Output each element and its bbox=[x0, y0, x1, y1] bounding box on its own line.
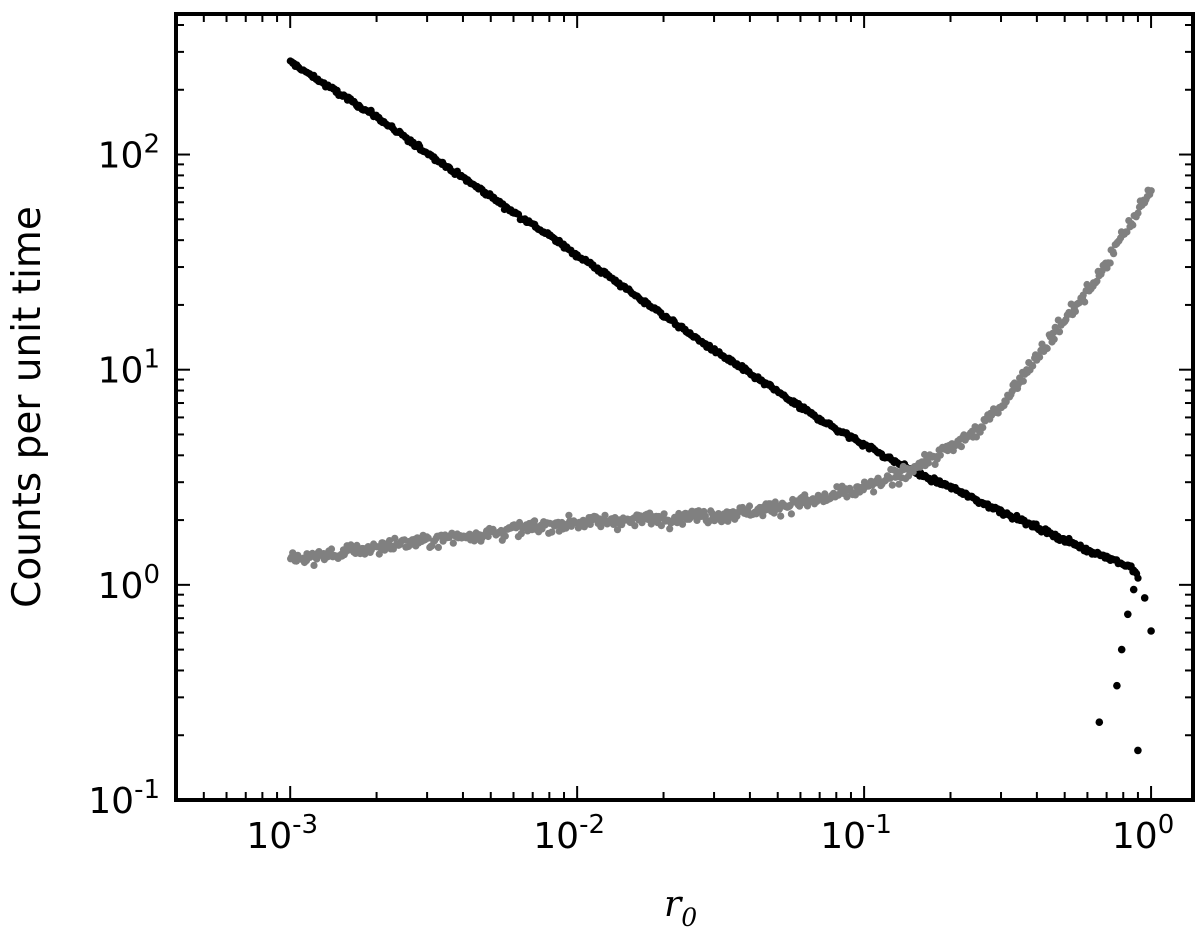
data-point bbox=[1123, 228, 1131, 236]
data-point bbox=[972, 433, 981, 441]
data-point bbox=[787, 510, 796, 518]
data-point bbox=[353, 541, 361, 550]
y-tick-label: 102 bbox=[98, 130, 160, 177]
data-point bbox=[1019, 377, 1027, 385]
data-point bbox=[1110, 250, 1118, 258]
data-point bbox=[1134, 209, 1142, 217]
data-point bbox=[1029, 362, 1037, 370]
data-point bbox=[1134, 574, 1142, 582]
data-point bbox=[391, 534, 399, 542]
data-point bbox=[601, 511, 609, 519]
data-point bbox=[1050, 335, 1058, 343]
data-point bbox=[565, 511, 573, 519]
data-point bbox=[424, 534, 432, 542]
data-point bbox=[449, 539, 457, 547]
data-point bbox=[1129, 221, 1137, 229]
plot-frame bbox=[174, 12, 1195, 802]
data-point bbox=[515, 518, 524, 527]
data-point bbox=[501, 532, 509, 540]
data-point bbox=[1081, 298, 1089, 306]
data-point bbox=[775, 505, 784, 513]
data-point bbox=[1140, 594, 1149, 602]
data-point bbox=[759, 512, 767, 520]
data-point bbox=[924, 459, 933, 467]
x-tick-label: 10-1 bbox=[820, 810, 892, 857]
data-point bbox=[310, 561, 318, 570]
data-point bbox=[888, 481, 896, 489]
data-point bbox=[936, 451, 944, 459]
y-tick-label: 10-1 bbox=[88, 775, 160, 822]
data-point bbox=[375, 550, 383, 558]
data-point bbox=[1043, 344, 1051, 353]
y-axis-label: Counts per unit time bbox=[5, 206, 50, 608]
data-point bbox=[1113, 681, 1121, 690]
data-point bbox=[895, 480, 903, 488]
data-point bbox=[548, 528, 556, 536]
data-point bbox=[531, 517, 539, 525]
data-point bbox=[957, 443, 966, 451]
data-point bbox=[843, 493, 851, 501]
series-0 bbox=[286, 57, 1155, 755]
data-point bbox=[1124, 610, 1132, 619]
data-point bbox=[660, 510, 668, 518]
data-point bbox=[1147, 627, 1155, 635]
data-point bbox=[1071, 307, 1079, 315]
data-point bbox=[979, 424, 987, 432]
data-point bbox=[1117, 645, 1126, 654]
y-tick-label: 100 bbox=[98, 560, 160, 607]
series-1 bbox=[287, 186, 1155, 570]
data-point bbox=[1095, 718, 1104, 726]
data-point bbox=[1055, 328, 1064, 336]
data-point bbox=[1134, 746, 1142, 755]
data-point bbox=[327, 545, 336, 553]
x-tick-label: 10-2 bbox=[533, 810, 605, 857]
x-axis-label: r0 bbox=[664, 884, 697, 932]
points-layer bbox=[286, 57, 1155, 755]
data-point bbox=[1147, 187, 1155, 195]
x-tick-label: 10-3 bbox=[246, 810, 318, 857]
data-point bbox=[777, 512, 785, 520]
data-point bbox=[745, 502, 754, 510]
data-point bbox=[1093, 277, 1101, 285]
y-tick-label: 101 bbox=[98, 345, 160, 392]
labels-layer: 10-3 10-2 10-1 100 10-1 100 101 102 bbox=[88, 130, 1174, 857]
x-tick-label: 100 bbox=[1112, 810, 1174, 857]
data-point bbox=[631, 522, 639, 530]
x-axis-label-subscript: 0 bbox=[681, 903, 697, 932]
data-point bbox=[517, 530, 525, 538]
ticks-layer bbox=[175, 14, 1193, 801]
data-point bbox=[870, 488, 878, 496]
data-point bbox=[678, 520, 687, 528]
data-point bbox=[1036, 353, 1044, 361]
data-point bbox=[613, 526, 622, 534]
data-point bbox=[434, 543, 442, 552]
data-point bbox=[994, 409, 1002, 417]
data-point bbox=[821, 490, 829, 498]
x-axis-label-main: r bbox=[664, 884, 683, 925]
data-point bbox=[1129, 585, 1138, 594]
data-point bbox=[1106, 259, 1114, 267]
data-point bbox=[666, 525, 674, 533]
